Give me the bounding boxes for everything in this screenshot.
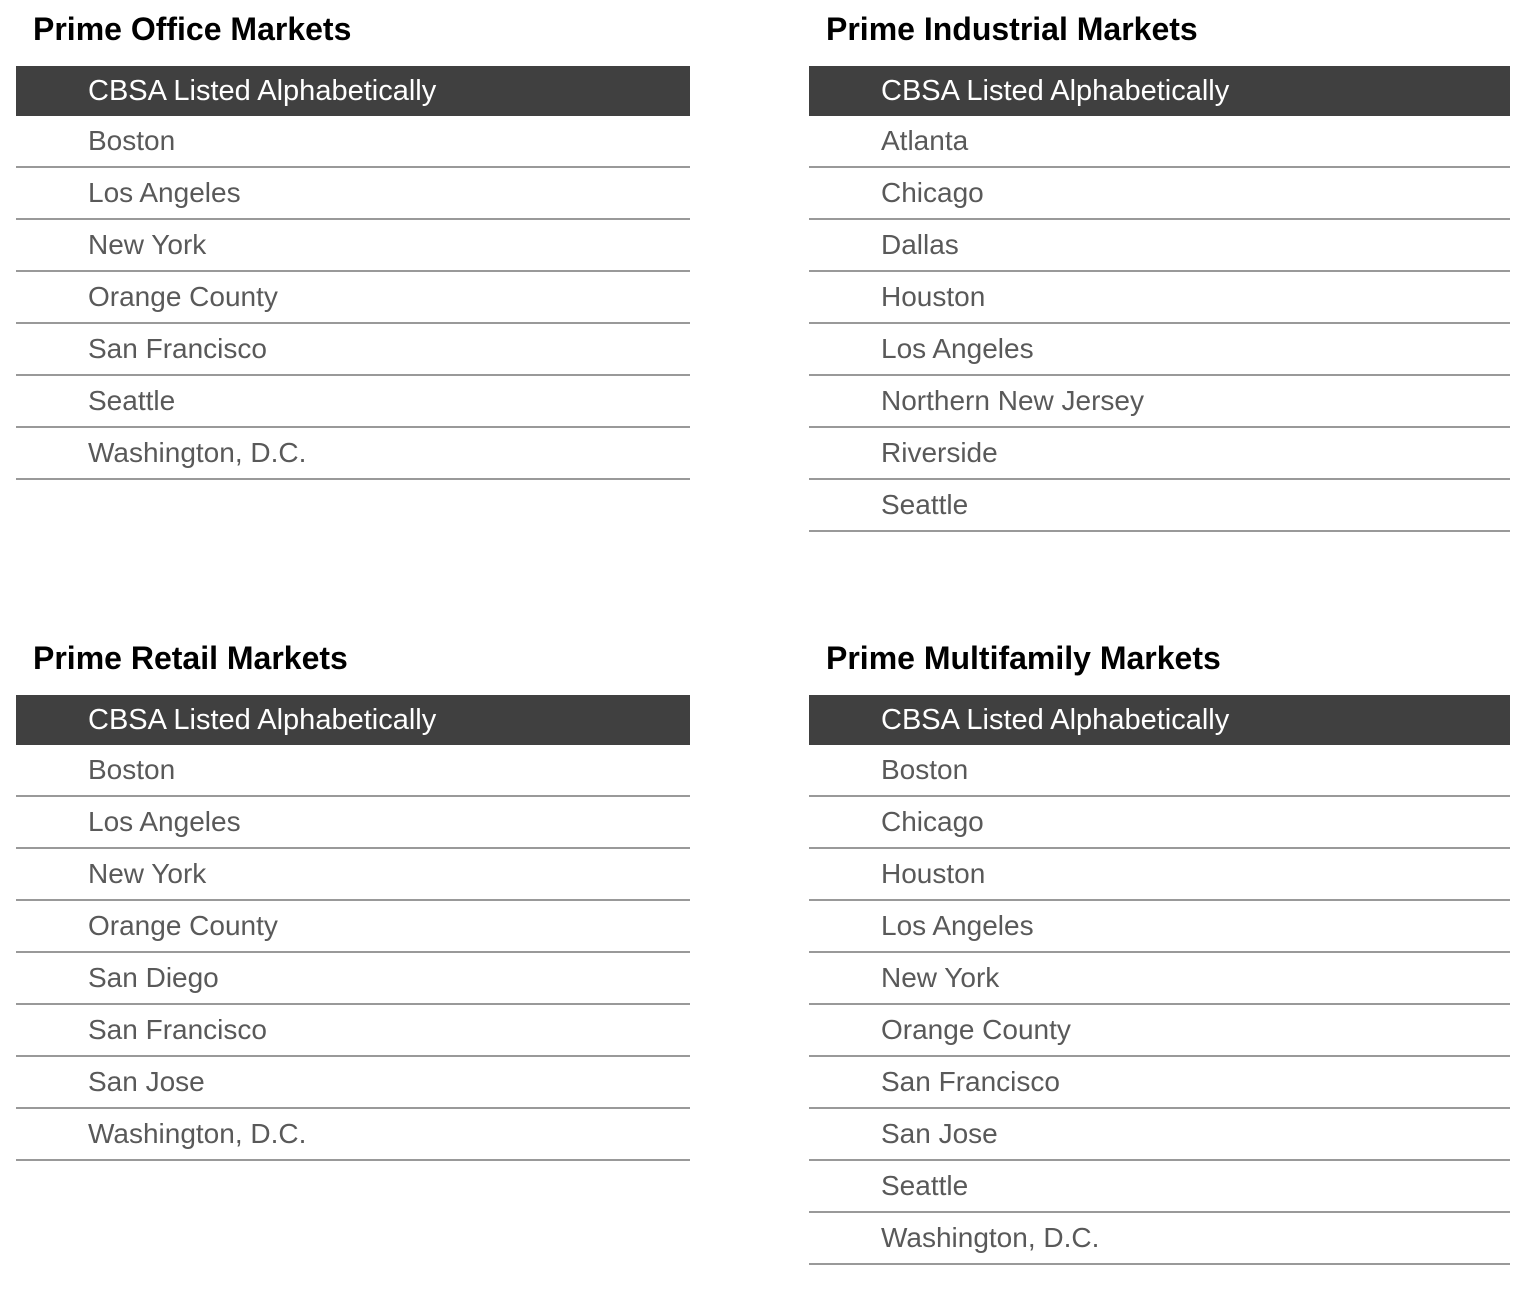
table-row: Riverside — [809, 428, 1510, 480]
table-header-bar: CBSA Listed Alphabetically — [16, 66, 690, 116]
market-rows: Boston Los Angeles New York Orange County Sa… — [16, 745, 690, 1161]
table-title: Prime Office Markets — [33, 11, 352, 47]
table-row: Los Angeles — [16, 797, 690, 849]
table-row: Northern New Jersey — [809, 376, 1510, 428]
table-header-label: CBSA Listed Alphabetically — [88, 75, 437, 107]
table-header-bar: CBSA Listed Alphabetically — [809, 695, 1510, 745]
table-title: Prime Industrial Markets — [826, 11, 1198, 47]
table-row: Washington, D.C. — [809, 1213, 1510, 1265]
table-row: Washington, D.C. — [16, 428, 690, 480]
table-row: San Francisco — [809, 1057, 1510, 1109]
table-row: New York — [16, 849, 690, 901]
table-row: New York — [16, 220, 690, 272]
market-rows: Boston Los Angeles New York Orange County Sa… — [16, 116, 690, 480]
table-row: Boston — [16, 745, 690, 797]
prime-retail-markets-table: Prime Retail Markets CBSA Listed Alphabe… — [16, 639, 690, 1161]
table-row: San Jose — [809, 1109, 1510, 1161]
table-row: New York — [809, 953, 1510, 1005]
table-header-bar: CBSA Listed Alphabetically — [809, 66, 1510, 116]
table-title: Prime Multifamily Markets — [826, 640, 1221, 676]
table-row: San Jose — [16, 1057, 690, 1109]
prime-office-markets-table: Prime Office Markets CBSA Listed Alphabe… — [16, 10, 690, 480]
table-row: Dallas — [809, 220, 1510, 272]
table-row: Boston — [809, 745, 1510, 797]
table-row: Orange County — [16, 901, 690, 953]
table-header-label: CBSA Listed Alphabetically — [881, 75, 1230, 107]
table-row: Houston — [809, 272, 1510, 324]
table-row: Orange County — [16, 272, 690, 324]
table-header-bar: CBSA Listed Alphabetically — [16, 695, 690, 745]
table-row: San Francisco — [16, 324, 690, 376]
market-rows: Boston Chicago Houston Los Angeles New York O… — [809, 745, 1510, 1265]
table-row: Washington, D.C. — [16, 1109, 690, 1161]
table-row: Seattle — [16, 376, 690, 428]
table-row: Houston — [809, 849, 1510, 901]
table-row: San Diego — [16, 953, 690, 1005]
prime-multifamily-markets-table: Prime Multifamily Markets CBSA Listed Al… — [809, 639, 1510, 1265]
market-rows: Atlanta Chicago Dallas Houston Los Angeles No… — [809, 116, 1510, 532]
table-title: Prime Retail Markets — [33, 640, 348, 676]
table-row: Boston — [16, 116, 690, 168]
table-header-label: CBSA Listed Alphabetically — [88, 704, 437, 736]
table-row: Chicago — [809, 168, 1510, 220]
prime-industrial-markets-table: Prime Industrial Markets CBSA Listed Alp… — [809, 10, 1510, 532]
table-row: Los Angeles — [16, 168, 690, 220]
table-row: Chicago — [809, 797, 1510, 849]
table-header-label: CBSA Listed Alphabetically — [881, 704, 1230, 736]
table-row: Atlanta — [809, 116, 1510, 168]
table-row: San Francisco — [16, 1005, 690, 1057]
table-row: Seattle — [809, 1161, 1510, 1213]
table-row: Los Angeles — [809, 901, 1510, 953]
table-row: Seattle — [809, 480, 1510, 532]
table-row: Orange County — [809, 1005, 1510, 1057]
table-row: Los Angeles — [809, 324, 1510, 376]
